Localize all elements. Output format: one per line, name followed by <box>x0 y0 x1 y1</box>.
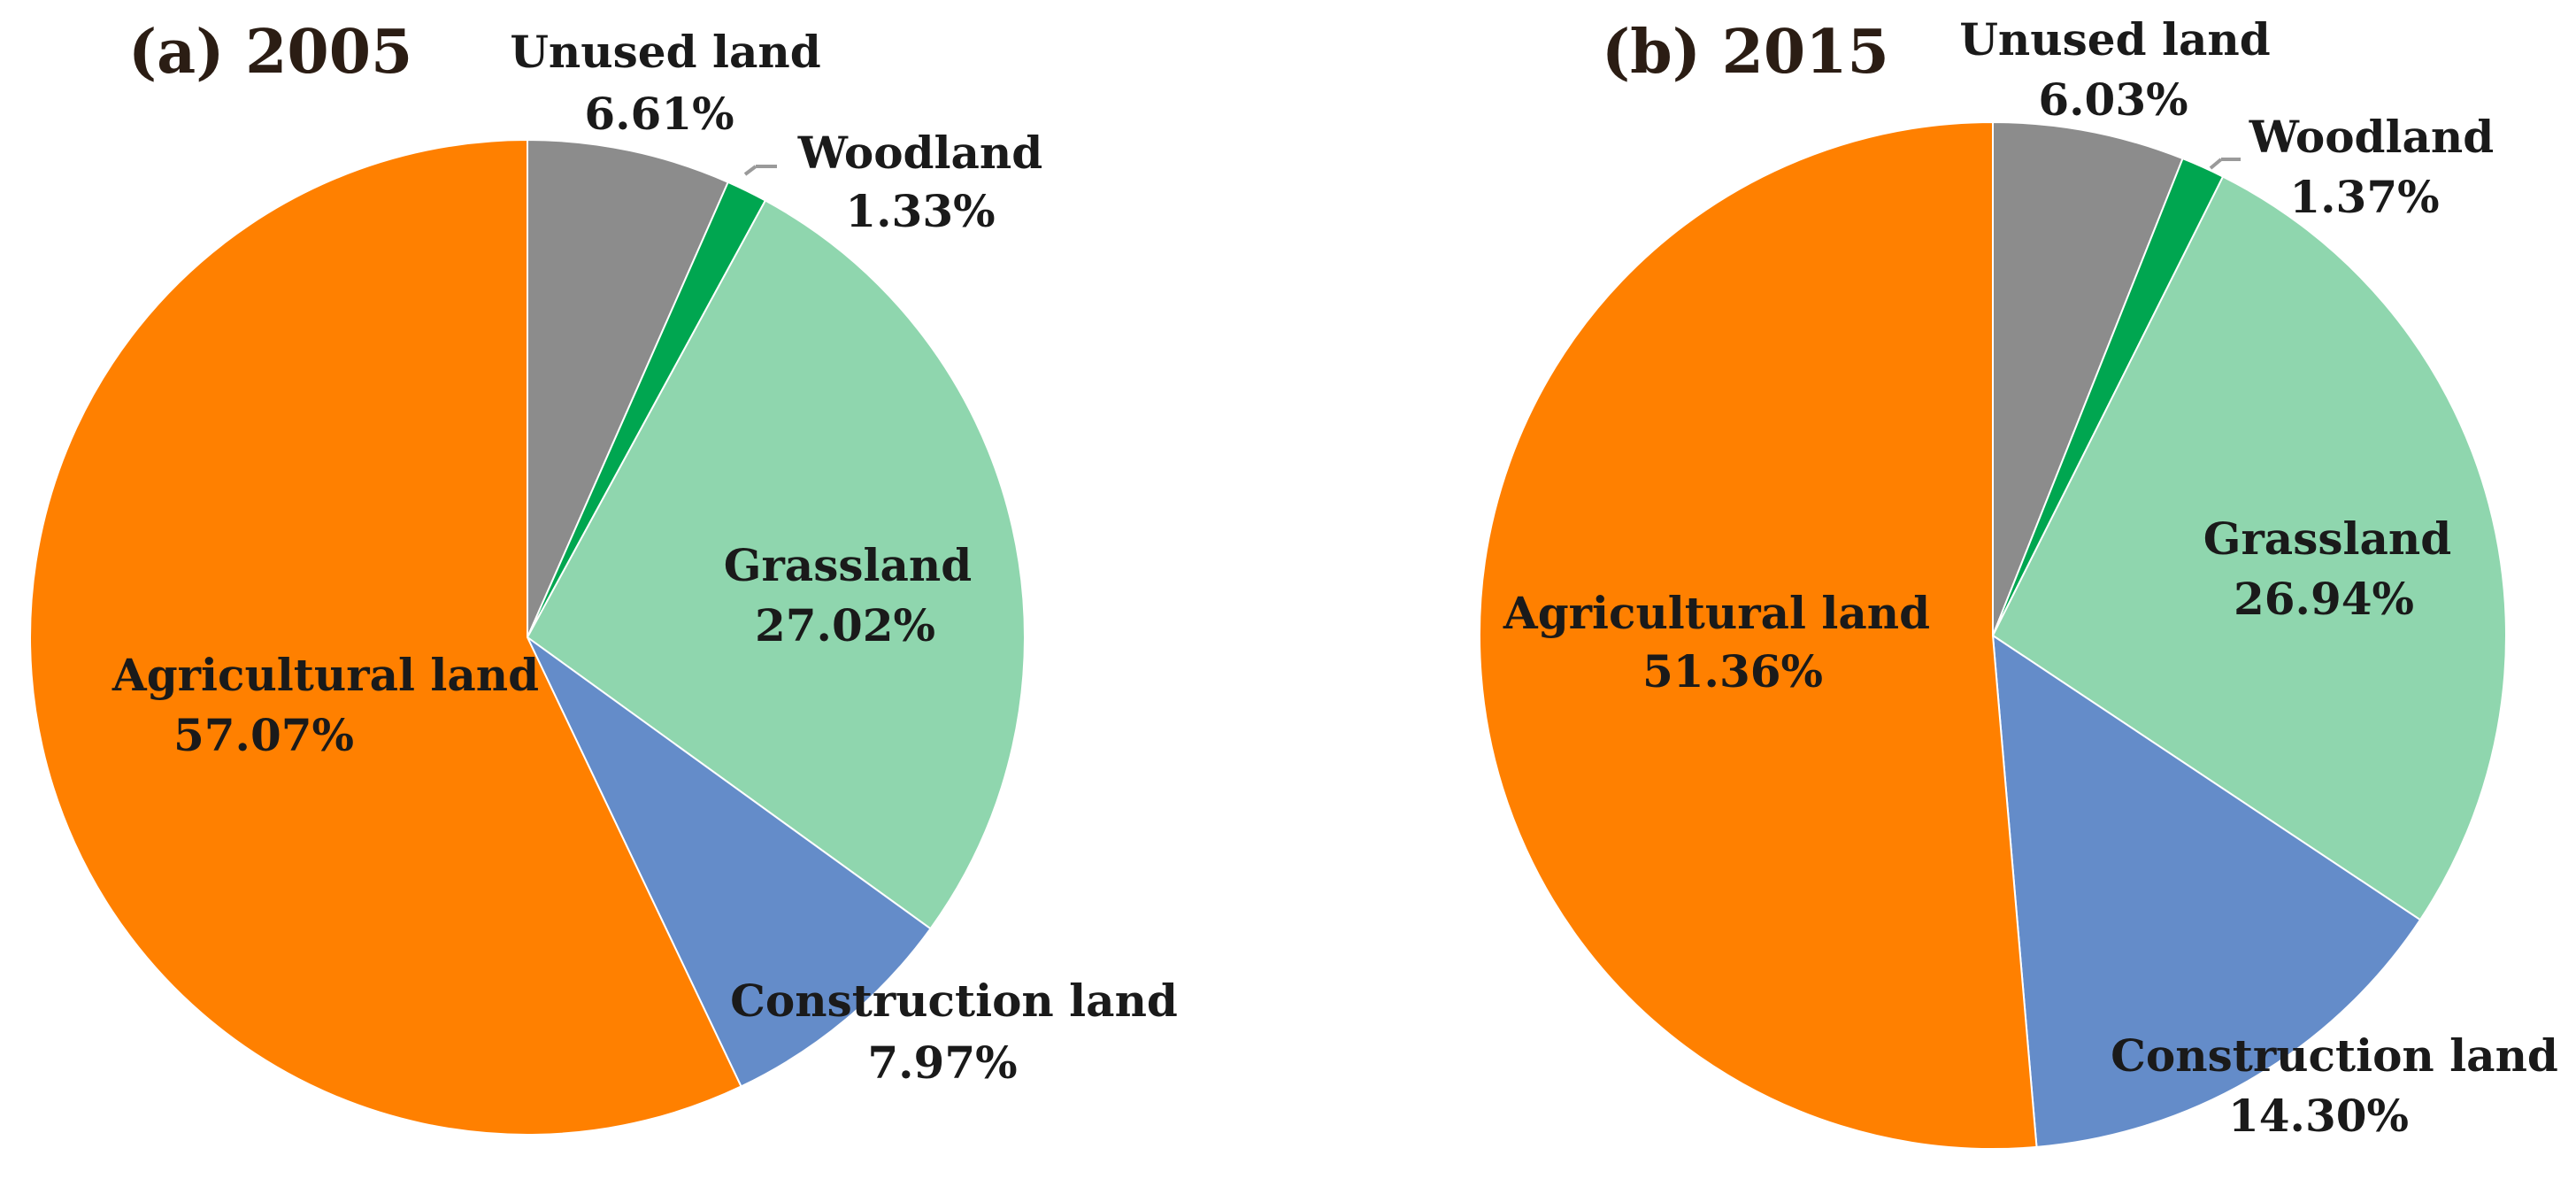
slice-label-construction-land-2015: Construction land <box>2111 1029 2558 1082</box>
slice-value-grassland-2015: 26.94% <box>2234 573 2414 625</box>
woodland-leader-line-2005 <box>743 165 757 176</box>
slice-value-construction-land-2015: 14.30% <box>2228 1090 2409 1142</box>
pie-slice-construction-land <box>1991 634 2422 1148</box>
pie-slice-agricultural-land <box>1478 120 2038 1150</box>
pie-slice-grassland <box>1991 175 2508 921</box>
chart-title-2005: (a) 2005 <box>128 17 412 88</box>
slice-value-unused-land-2005: 6.61% <box>584 88 734 140</box>
pie-slices-2005 <box>29 138 1027 1136</box>
slice-value-agricultural-land-2015: 51.36% <box>1642 645 1823 697</box>
pie-chart-2005: (a) 2005 Unused land 6.61% Woodland 1.33… <box>29 17 1178 1136</box>
slice-label-construction-land-2005: Construction land <box>730 975 1178 1027</box>
slice-value-woodland-2015: 1.37% <box>2289 171 2439 223</box>
slice-label-grassland-2005: Grassland <box>724 539 972 591</box>
slice-label-woodland-2015: Woodland <box>2249 111 2494 163</box>
pie-slice-unused-land <box>527 138 730 638</box>
pie-slice-unused-land <box>1992 120 2184 636</box>
woodland-leader-line-2015 <box>2209 158 2223 170</box>
slice-value-unused-land-2015: 6.03% <box>2038 73 2188 126</box>
pie-chart-2015: (b) 2015 Unused land 6.03% Woodland 1.37… <box>1478 13 2558 1150</box>
slice-value-agricultural-land-2005: 57.07% <box>173 709 354 761</box>
slice-label-agricultural-land-2015: Agricultural land <box>1503 587 1930 639</box>
slice-label-grassland-2015: Grassland <box>2203 512 2451 565</box>
slice-label-agricultural-land-2005: Agricultural land <box>111 649 539 701</box>
slice-label-unused-land-2005: Unused land <box>510 26 820 78</box>
pie-slice-grassland <box>526 199 1027 930</box>
pie-slice-construction-land <box>527 636 932 1088</box>
chart-title-2015: (b) 2015 <box>1602 17 1889 88</box>
pie-slices-2015 <box>1478 120 2508 1150</box>
slice-value-woodland-2005: 1.33% <box>845 185 995 237</box>
slice-value-construction-land-2005: 7.97% <box>867 1036 1017 1089</box>
slice-label-unused-land-2015: Unused land <box>1959 13 2270 66</box>
slice-value-grassland-2005: 27.02% <box>755 599 935 651</box>
slice-label-woodland-2005: Woodland <box>797 127 1042 179</box>
pie-slice-agricultural-land <box>29 138 742 1136</box>
